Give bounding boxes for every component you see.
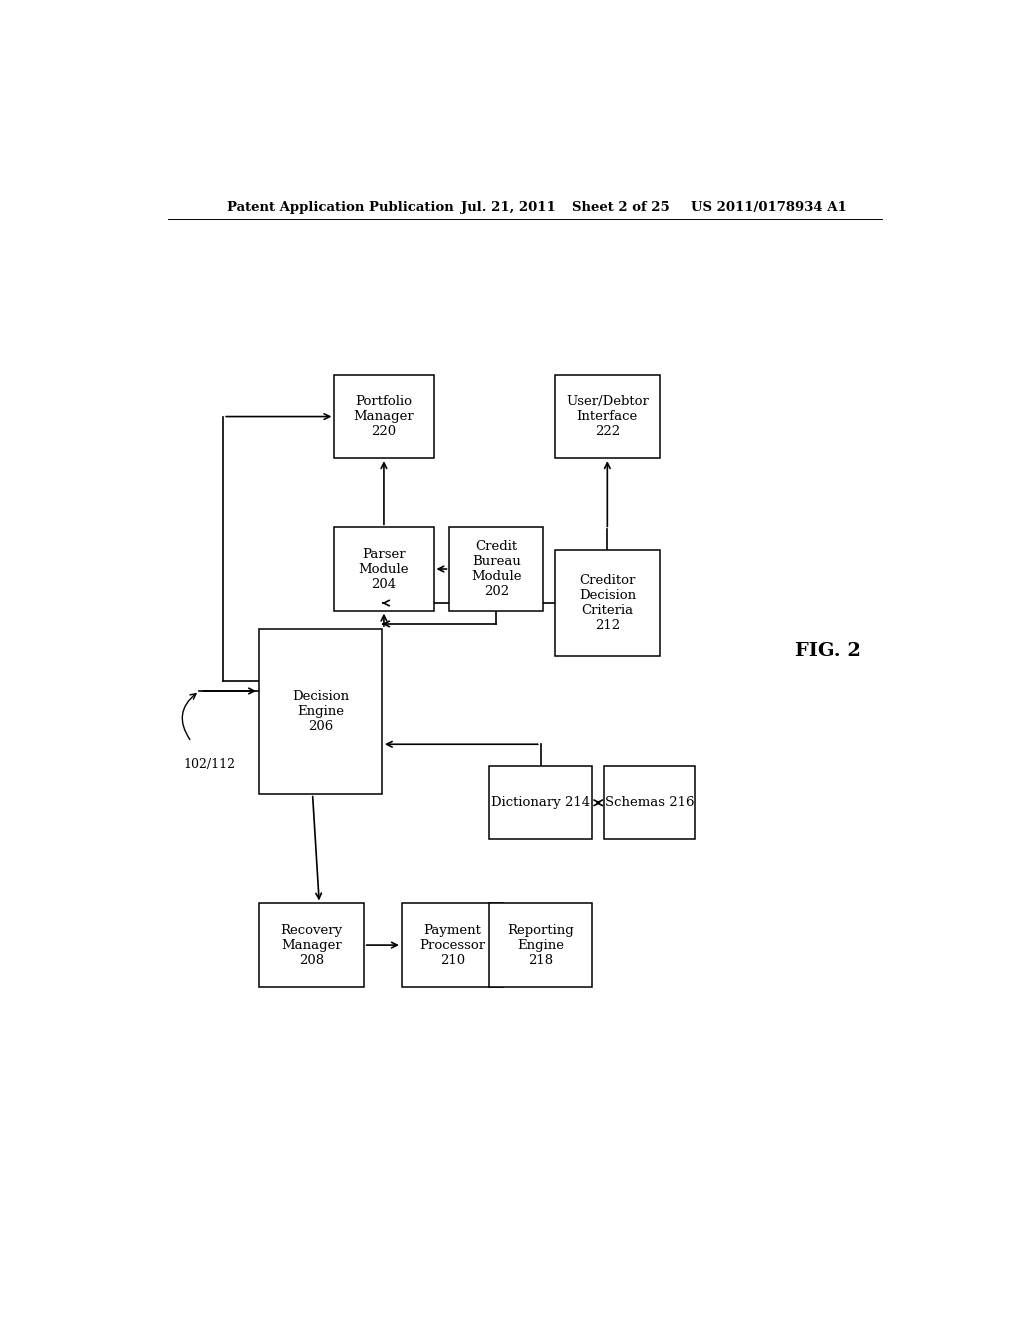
Text: Portfolio
Manager
220: Portfolio Manager 220 <box>353 395 415 438</box>
FancyBboxPatch shape <box>555 375 659 458</box>
Text: Decision
Engine
206: Decision Engine 206 <box>292 690 349 733</box>
Text: Jul. 21, 2011: Jul. 21, 2011 <box>461 201 556 214</box>
Text: Recovery
Manager
208: Recovery Manager 208 <box>281 924 342 966</box>
FancyBboxPatch shape <box>259 903 364 987</box>
Text: Payment
Processor
210: Payment Processor 210 <box>420 924 485 966</box>
Text: Parser
Module
204: Parser Module 204 <box>358 548 410 590</box>
Text: Schemas 216: Schemas 216 <box>605 796 694 809</box>
Text: FIG. 2: FIG. 2 <box>795 643 860 660</box>
Text: User/Debtor
Interface
222: User/Debtor Interface 222 <box>566 395 649 438</box>
FancyBboxPatch shape <box>334 375 433 458</box>
FancyBboxPatch shape <box>555 549 659 656</box>
FancyBboxPatch shape <box>334 528 433 611</box>
FancyBboxPatch shape <box>489 766 592 840</box>
FancyBboxPatch shape <box>489 903 592 987</box>
FancyBboxPatch shape <box>401 903 504 987</box>
FancyBboxPatch shape <box>604 766 695 840</box>
Text: US 2011/0178934 A1: US 2011/0178934 A1 <box>691 201 847 214</box>
Text: Dictionary 214: Dictionary 214 <box>492 796 590 809</box>
Text: Credit
Bureau
Module
202: Credit Bureau Module 202 <box>471 540 521 598</box>
Text: Sheet 2 of 25: Sheet 2 of 25 <box>572 201 670 214</box>
Text: 102/112: 102/112 <box>183 758 236 771</box>
Text: Creditor
Decision
Criteria
212: Creditor Decision Criteria 212 <box>579 574 636 632</box>
Text: Patent Application Publication: Patent Application Publication <box>227 201 454 214</box>
FancyBboxPatch shape <box>450 528 543 611</box>
Text: Reporting
Engine
218: Reporting Engine 218 <box>507 924 574 966</box>
FancyBboxPatch shape <box>259 630 382 793</box>
